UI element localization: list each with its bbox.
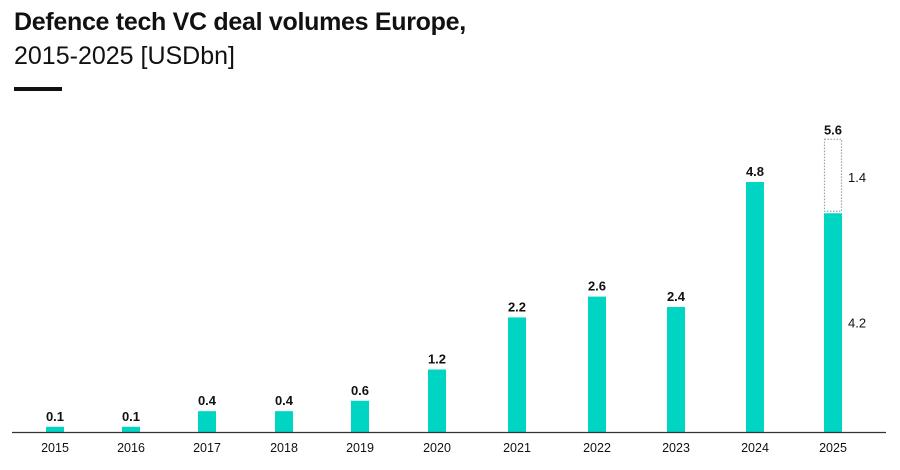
projection-bar-2025 (823, 138, 843, 212)
x-tick-label-2020: 2020 (423, 441, 451, 455)
bar-2022 (588, 296, 606, 432)
data-label-2019: 0.6 (351, 383, 369, 398)
data-label-2023: 2.4 (667, 289, 686, 304)
bar-2023 (667, 307, 685, 432)
data-label-2024: 4.8 (746, 164, 764, 179)
x-tick-label-2021: 2021 (503, 441, 531, 455)
title-underline (14, 87, 62, 91)
chart-title: Defence tech VC deal volumes Europe, (14, 8, 466, 36)
bar-2025 (824, 213, 842, 432)
data-label-2018: 0.4 (275, 393, 294, 408)
data-label-2021: 2.2 (508, 299, 526, 314)
data-label-2015: 0.1 (46, 409, 64, 424)
bar-2018 (275, 411, 293, 432)
x-tick-label-2022: 2022 (583, 441, 611, 455)
x-tick-label-2019: 2019 (346, 441, 374, 455)
bar-2019 (351, 400, 369, 432)
data-label-2016: 0.1 (122, 409, 140, 424)
bar-2016 (122, 426, 140, 432)
x-tick-label-2023: 2023 (662, 441, 690, 455)
bar-2015 (46, 426, 64, 432)
x-tick-label-2018: 2018 (270, 441, 298, 455)
x-tick-label-2024: 2024 (741, 441, 769, 455)
bar-2017 (198, 411, 216, 432)
bar-2024 (746, 182, 764, 432)
projection-label: 1.4 (848, 170, 866, 185)
chart-subtitle: 2015-2025 [USDbn] (14, 42, 235, 70)
x-tick-label-2017: 2017 (193, 441, 221, 455)
data-label-2017: 0.4 (198, 393, 217, 408)
x-tick-label-2015: 2015 (41, 441, 69, 455)
bar-2021 (508, 317, 526, 432)
data-label-2020: 1.2 (428, 352, 446, 367)
data-label-2022: 2.6 (588, 279, 606, 294)
base-label: 4.2 (848, 316, 866, 331)
x-tick-label-2025: 2025 (819, 441, 847, 455)
bar-2020 (428, 369, 446, 432)
data-label-2025: 5.6 (824, 122, 842, 137)
x-tick-label-2016: 2016 (117, 441, 145, 455)
